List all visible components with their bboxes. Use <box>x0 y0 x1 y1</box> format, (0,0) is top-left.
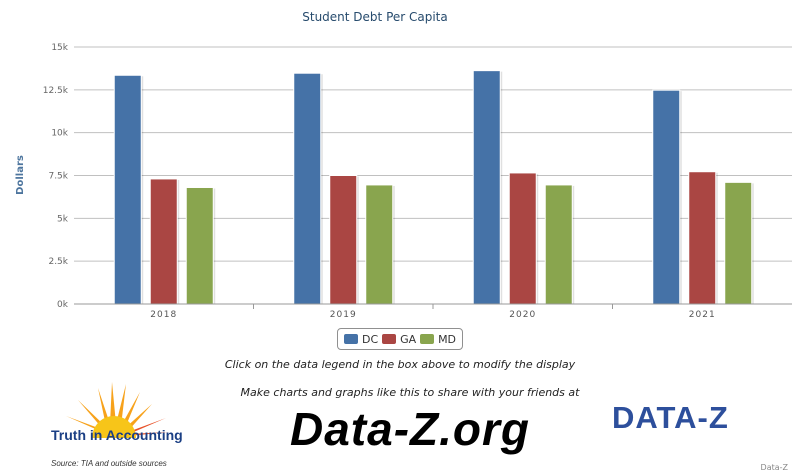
y-tick-label: 12.5k <box>43 86 69 96</box>
legend-label-md: MD <box>438 332 457 346</box>
sun-logo-icon <box>66 382 168 438</box>
credit-text: Data-Z <box>760 463 788 472</box>
bar-md-2020[interactable] <box>544 184 573 305</box>
bar-dc-2020[interactable] <box>472 70 501 305</box>
legend: DC GA MD <box>337 328 463 350</box>
legend-label-dc: DC <box>361 332 379 346</box>
legend-swatch-dc <box>343 334 358 344</box>
source-note: Source: TIA and outside sources <box>51 459 167 468</box>
x-tick-label: 2020 <box>509 310 536 320</box>
bar-ga-2021[interactable] <box>688 171 717 305</box>
bar-ga-2019[interactable] <box>329 175 358 305</box>
legend-item-md[interactable]: MD <box>420 333 456 346</box>
data-z-logo: DATA-Z <box>612 400 729 434</box>
y-tick-label: 0k <box>57 300 69 310</box>
x-tick-label: 2019 <box>330 310 357 320</box>
x-tick-label: 2018 <box>150 310 177 320</box>
tia-logo-text: Truth in Accounting <box>51 427 183 443</box>
bar-md-2019[interactable] <box>365 184 394 305</box>
bar-dc-2021[interactable] <box>652 89 681 305</box>
x-tick-label: 2021 <box>689 310 716 320</box>
data-z-logo-text: DATA-Z <box>612 400 729 434</box>
bar-ga-2018[interactable] <box>149 178 178 305</box>
y-tick-label: 15k <box>51 43 68 53</box>
legend-swatch-ga <box>382 334 397 344</box>
bars <box>113 70 754 305</box>
y-tick-label: 7.5k <box>48 172 68 182</box>
legend-item-dc[interactable]: DC <box>343 332 379 346</box>
grid-lines <box>74 46 792 305</box>
bar-md-2021[interactable] <box>724 181 753 305</box>
y-tick-label: 2.5k <box>48 257 68 267</box>
y-tick-label: 10k <box>51 129 68 139</box>
legend-label-ga: GA <box>400 332 417 346</box>
promo-text: Make charts and graphs like this to shar… <box>240 386 580 399</box>
y-axis-label: Dollars <box>15 155 26 195</box>
y-tick-label: 5k <box>57 214 69 224</box>
bar-dc-2019[interactable] <box>293 72 322 305</box>
bar-dc-2018[interactable] <box>113 74 142 305</box>
legend-swatch-md <box>420 334 435 344</box>
bar-md-2018[interactable] <box>185 186 214 305</box>
site-name[interactable]: Data-Z.org <box>290 403 530 455</box>
bar-ga-2020[interactable] <box>508 172 537 305</box>
bar-chart: Student Debt Per Capita Dollars 0k 2.5k 5k… <box>15 10 792 320</box>
legend-instruction: Click on the data legend in the box abov… <box>224 358 576 371</box>
axes: 0k 2.5k 5k 7.5k 10k 12.5k 15k 2018 2019 2020 2021 <box>43 43 792 320</box>
chart-title: Student Debt Per Capita <box>302 10 448 24</box>
legend-item-ga[interactable]: GA <box>382 333 416 346</box>
